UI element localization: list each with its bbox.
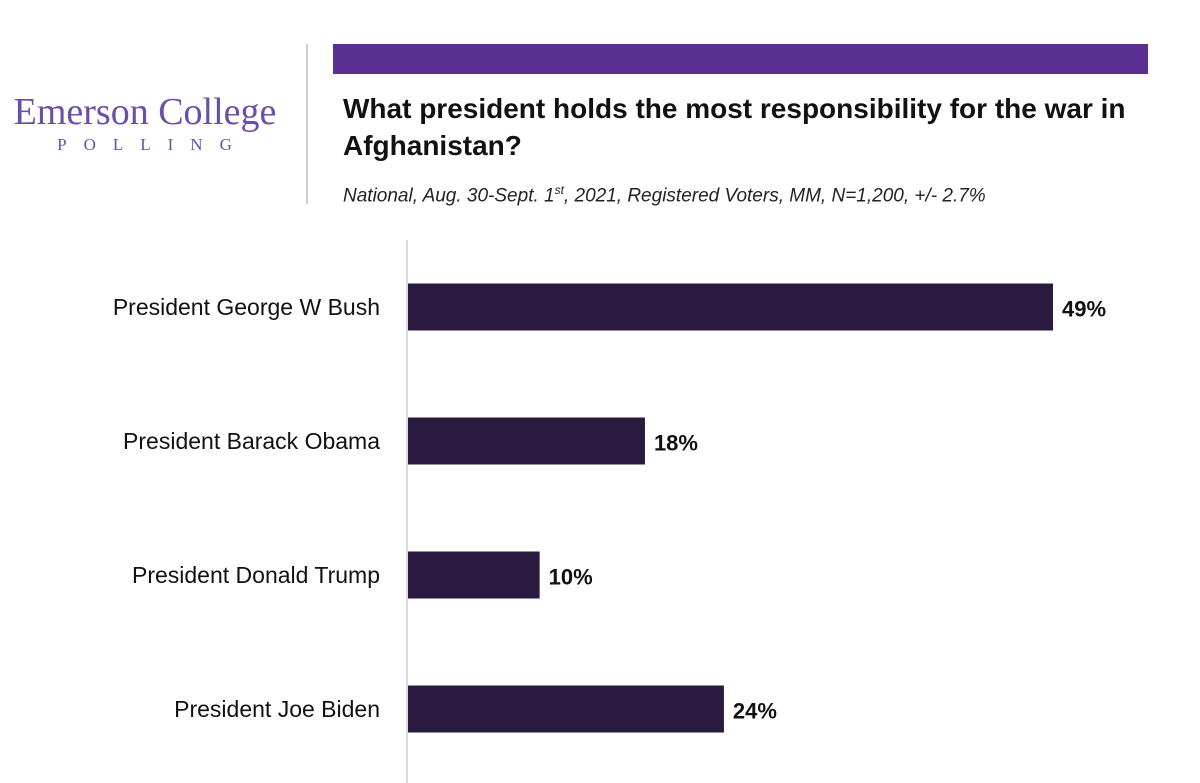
value-label: 18%: [654, 431, 698, 456]
bar: [408, 417, 645, 465]
category-label: President George W Bush: [113, 294, 380, 320]
logo-name: Emerson College: [13, 91, 277, 133]
subtitle-superscript: st: [554, 183, 564, 197]
bar: [408, 551, 540, 599]
logo-subtitle: POLLING: [57, 135, 249, 154]
category-label: President Joe Biden: [174, 696, 380, 722]
chart-title: What president holds the most responsibi…: [343, 93, 1126, 161]
category-label: President Barack Obama: [123, 428, 380, 454]
value-label: 24%: [733, 699, 777, 724]
subtitle-text: National, Aug. 30-Sept. 1: [343, 185, 555, 207]
emerson-college-polling-logo: Emerson College POLLING: [0, 90, 290, 156]
chart-subtitle: National, Aug. 30-Sept. 1st, 2021, Regis…: [343, 183, 1193, 207]
category-label: President Donald Trump: [132, 562, 380, 588]
value-label: 49%: [1062, 297, 1106, 322]
subtitle-text-rest: , 2021, Registered Voters, MM, N=1,200, …: [563, 185, 986, 207]
bars: President George W Bush 49% President Bara…: [113, 283, 1106, 733]
accent-bar: [333, 44, 1148, 74]
bar: [408, 685, 724, 733]
bar-chart: President George W Bush 49% President Bara…: [113, 240, 1106, 783]
vertical-divider: [306, 44, 308, 204]
value-label: 10%: [549, 565, 593, 590]
bar: [408, 283, 1053, 331]
